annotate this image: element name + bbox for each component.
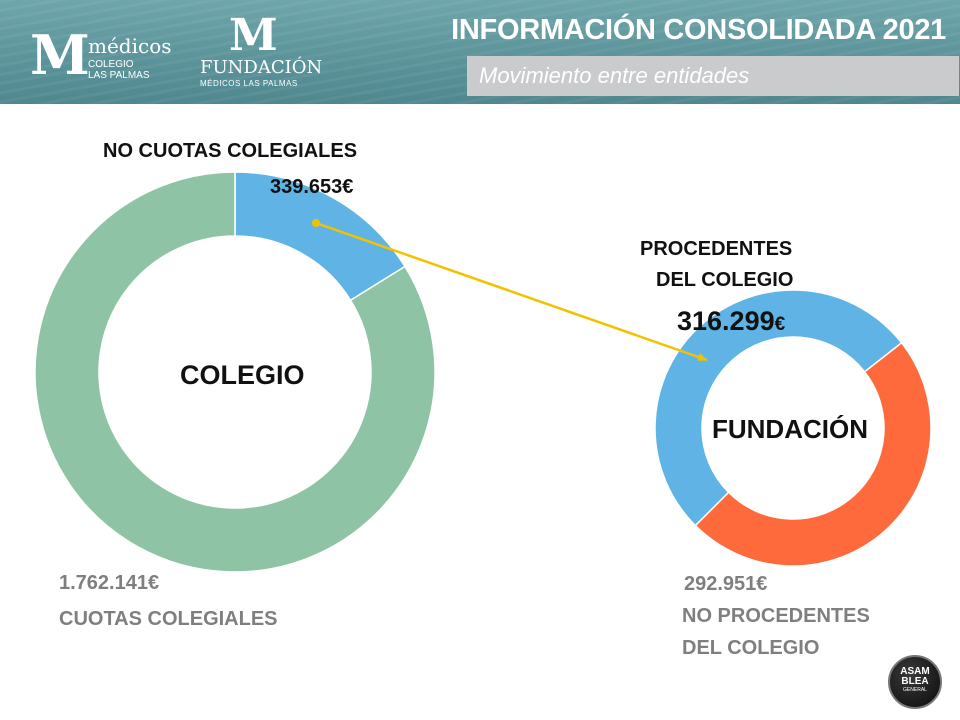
fundacion-logo-name: FUNDACIÓN	[200, 57, 323, 78]
asamblea-general-badge: ASAM BLEA GENERAL	[888, 655, 942, 709]
value-no-cuotas-colegiales: 339.653€	[270, 176, 354, 198]
fundacion-slice-0	[654, 289, 903, 527]
donut-chart-fundacion	[654, 289, 932, 567]
value-procedentes: 316.299€	[677, 306, 785, 337]
fundacion-logo-sub: MÉDICOS LAS PALMAS	[200, 79, 298, 88]
donut-chart-colegio	[34, 171, 436, 573]
donut-center-colegio: COLEGIO	[180, 360, 305, 390]
flow-arrow	[315, 221, 708, 362]
label-no-procedentes-line2: DEL COLEGIO	[682, 637, 820, 659]
subtitle-bar: Movimiento entre entidades	[467, 56, 959, 96]
label-cuotas-colegiales: CUOTAS COLEGIALES	[59, 608, 278, 630]
badge-line1: ASAM	[900, 666, 930, 677]
label-no-procedentes-line1: NO PROCEDENTES	[682, 605, 870, 627]
fundacion-logo-mark: M	[229, 10, 278, 61]
label-procedentes-line1: PROCEDENTES	[640, 238, 793, 260]
page-subtitle: Movimiento entre entidades	[479, 63, 750, 88]
value-procedentes-number: 316.299	[677, 306, 775, 336]
fundacion-slice-1	[694, 341, 932, 567]
colegio-logo-sub1: COLEGIO	[88, 59, 134, 70]
colegio-logo-name: médicos	[88, 34, 172, 58]
colegio-logo-sub2: LAS PALMAS	[88, 70, 150, 81]
donut-center-fundacion: FUNDACIÓN	[712, 414, 868, 444]
label-procedentes-line2: DEL COLEGIO	[656, 269, 794, 291]
badge-line2: BLEA	[901, 676, 929, 687]
header-banner: M médicos COLEGIO LAS PALMAS M FUNDACIÓN…	[0, 0, 960, 104]
label-no-cuotas-colegiales: NO CUOTAS COLEGIALES	[103, 140, 358, 162]
value-cuotas-colegiales: 1.762.141€	[59, 572, 160, 594]
value-procedentes-unit: €	[774, 314, 786, 335]
page-title: INFORMACIÓN CONSOLIDADA 2021	[451, 14, 946, 46]
value-no-procedentes: 292.951€	[684, 573, 768, 595]
colegio-logo-mark: M	[30, 23, 90, 87]
colegio-slice-1	[34, 171, 436, 573]
badge-line3: GENERAL	[903, 687, 927, 693]
